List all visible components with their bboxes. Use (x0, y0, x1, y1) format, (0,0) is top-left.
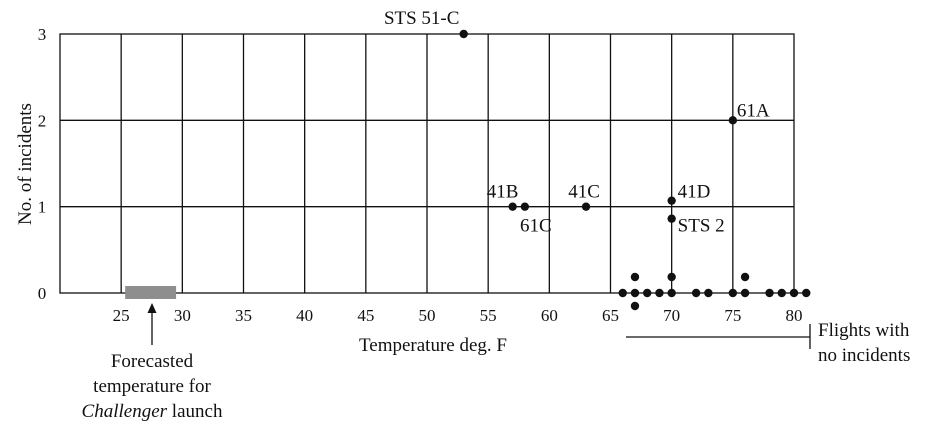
incident-point-3 (520, 202, 530, 211)
forecast-note-launch: launch (167, 401, 223, 422)
forecast-arrow-head (147, 303, 157, 313)
no-incident-point-8 (691, 288, 701, 298)
x-tick-label-55: 55 (480, 306, 497, 325)
data-points (459, 29, 811, 311)
incident-point-2 (508, 202, 517, 211)
no-incident-point-10 (728, 288, 738, 298)
forecast-note-challenger: Challenger (82, 401, 168, 422)
point-label-2: 41B (487, 182, 519, 203)
no-incident-point-13 (765, 288, 774, 298)
x-tick-label-45: 45 (357, 306, 374, 325)
no-incident-point-5 (655, 288, 664, 298)
x-tick-label-65: 65 (602, 306, 619, 325)
grid (59, 33, 811, 294)
x-tick-label-40: 40 (296, 306, 313, 325)
forecast-note-line3: Challenger launch (82, 401, 223, 422)
no-incident-point-14 (777, 288, 786, 298)
incident-point-4 (581, 202, 591, 211)
y-tick-label-0: 0 (38, 284, 47, 303)
tick-labels: 25 30 35 40 45 50 55 60 65 70 75 80 0 1 2 3 (38, 25, 803, 325)
no-incident-point-12 (740, 272, 750, 282)
point-label-4: 41C (568, 182, 600, 203)
x-tick-label-80: 80 (786, 306, 803, 325)
x-tick-label-50: 50 (419, 306, 436, 325)
forecast-temperature-bar (125, 286, 177, 299)
no-incident-point-6 (667, 288, 676, 298)
no-incident-point-1 (630, 288, 640, 298)
y-tick-label-3: 3 (38, 25, 47, 44)
forecast-annotation (125, 286, 177, 345)
incident-point-1 (728, 116, 738, 125)
no-incident-point-0 (618, 288, 627, 298)
no-incident-point-4 (643, 288, 652, 298)
y-tick-label-1: 1 (38, 198, 47, 217)
incident-point-5 (667, 196, 676, 205)
point-label-5: 41D (678, 182, 711, 203)
forecast-note-line2: temperature for (93, 376, 211, 397)
no-incidents-note-line1: Flights with (818, 320, 910, 341)
no-incident-point-2 (630, 272, 640, 282)
no-incidents-note-line2: no incidents (818, 345, 910, 366)
no-incident-point-3 (630, 301, 640, 311)
point-label-1: 61A (737, 100, 770, 121)
no-incident-point-11 (740, 288, 750, 298)
x-tick-label-75: 75 (724, 306, 741, 325)
point-label-0: STS 51-C (384, 8, 460, 29)
x-tick-label-25: 25 (113, 306, 130, 325)
y-tick-label-2: 2 (38, 111, 47, 130)
point-label-6: STS 2 (678, 216, 725, 237)
x-tick-label-30: 30 (174, 306, 191, 325)
x-tick-label-60: 60 (541, 306, 558, 325)
point-label-3: 61C (520, 216, 552, 237)
incident-point-6 (667, 214, 676, 223)
y-axis-label: No. of incidents (15, 103, 36, 225)
no-incident-point-16 (802, 288, 811, 298)
no-incident-point-9 (704, 288, 713, 298)
no-incident-point-15 (789, 288, 799, 298)
forecast-note-line1: Forecasted (111, 351, 194, 372)
x-tick-label-70: 70 (663, 306, 680, 325)
x-axis-label: Temperature deg. F (359, 335, 507, 356)
x-tick-label-35: 35 (235, 306, 252, 325)
incident-point-0 (459, 29, 468, 39)
no-incident-point-7 (667, 272, 676, 282)
